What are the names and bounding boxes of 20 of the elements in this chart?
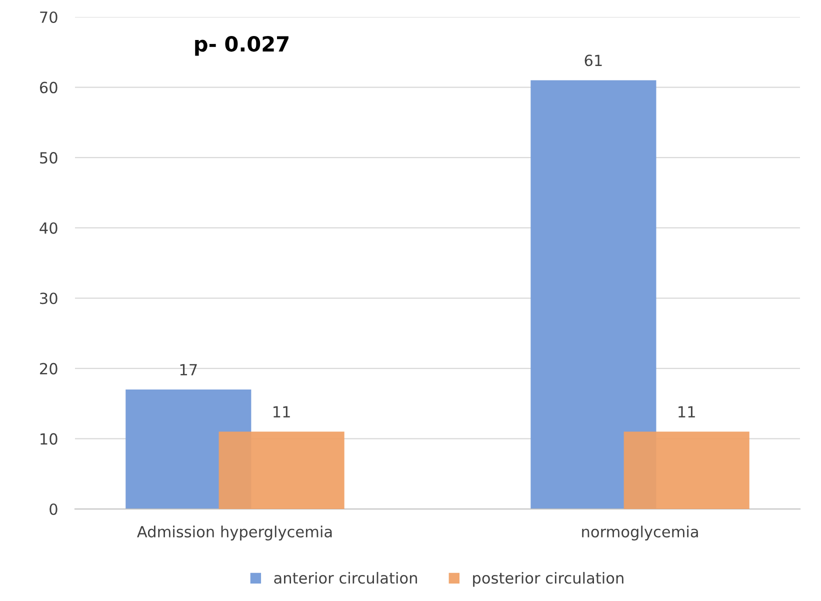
legend-label: posterior circulation: [473, 572, 624, 587]
bar: [530, 80, 656, 509]
y-tick-label: 60: [40, 82, 58, 94]
data-label: 11: [678, 406, 695, 418]
data-label: 11: [274, 406, 290, 418]
y-tick-label: 10: [40, 433, 58, 445]
x-tick-label: normoglycemia: [582, 526, 698, 540]
bar: [624, 432, 750, 509]
bar: [218, 432, 344, 509]
y-tick-label: 40: [40, 222, 58, 234]
legend-label: anterior circulation: [274, 572, 417, 584]
y-tick-label: 30: [40, 292, 58, 304]
y-tick-label: 50: [40, 152, 58, 164]
data-label: 61: [584, 54, 602, 66]
y-tick-label: 0: [50, 503, 58, 516]
annotation: p- 0.027: [195, 36, 288, 56]
y-tick-label: 70: [40, 11, 58, 24]
y-tick-label: 20: [40, 362, 58, 374]
x-tick-label: Admission hyperglycemia: [137, 526, 332, 540]
data-label: 17: [180, 364, 197, 376]
